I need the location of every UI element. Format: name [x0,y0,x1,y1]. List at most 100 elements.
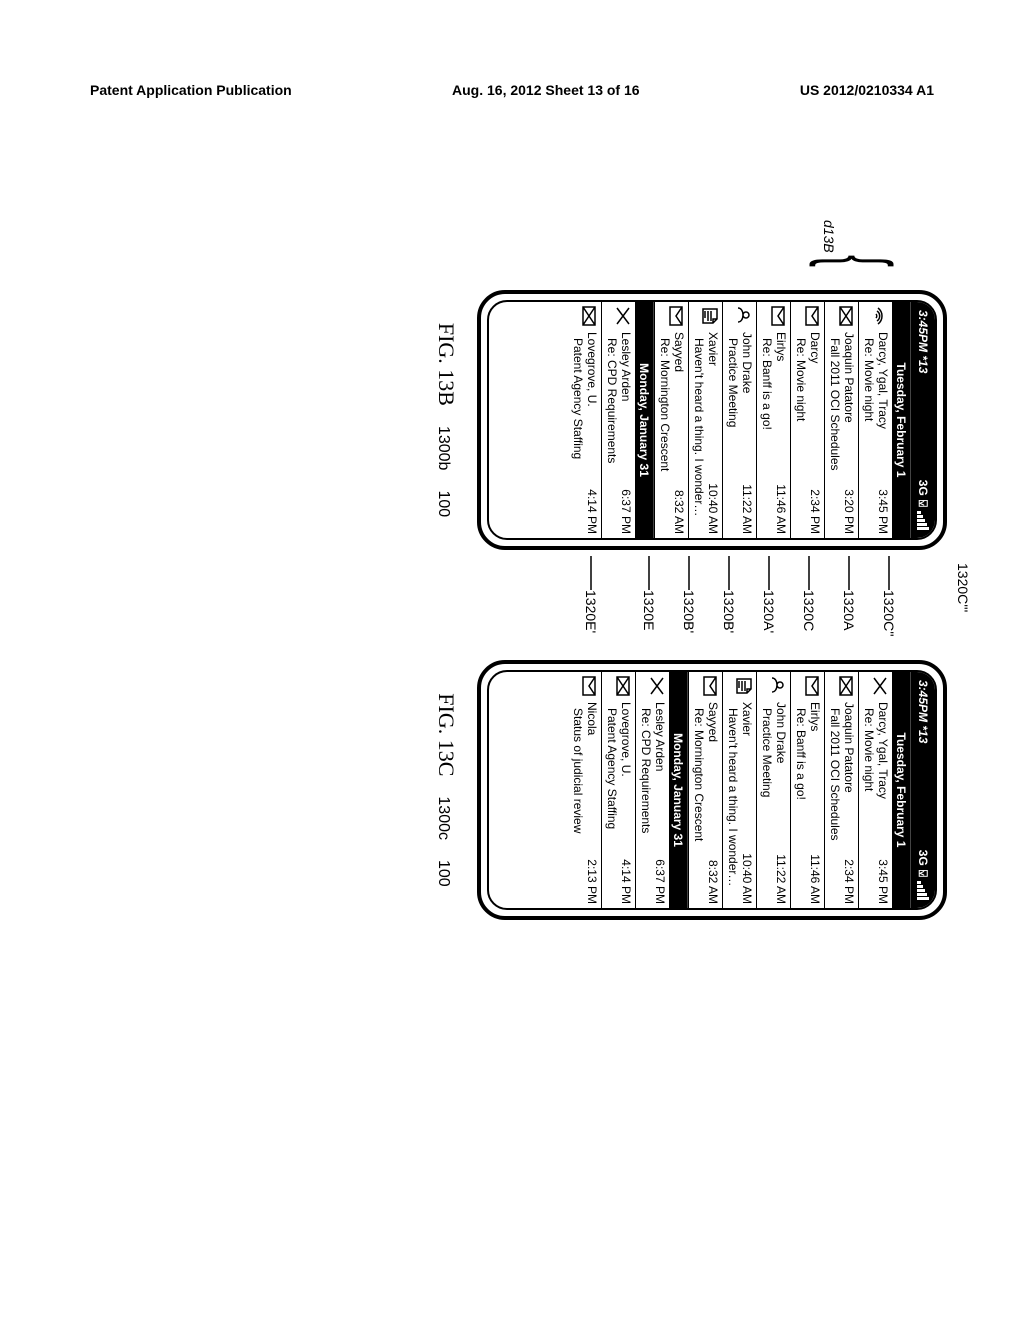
message-subject: Status of judicial review [571,702,585,904]
message-time: 6:37 PM [653,859,667,904]
message-row[interactable]: Xavier 10:40 AM Haven't heard a thing. I… [722,672,756,908]
date-header: Monday, January 31 [669,672,688,908]
doc-icon [702,306,718,326]
message-subject: Haven't heard a thing. I wonder… [692,332,706,534]
phone-13c: 3:45PM *13 3G ⍌ Tuesday, February 1 Darc… [477,660,947,920]
message-subject: Re: Movie night [794,332,808,534]
message-subject: Re: Banff is a go! [794,702,808,904]
message-subject: Fall 2011 OCI Schedules [828,702,842,904]
ref-phone: 100 [434,860,452,887]
status-net: 3G [916,480,930,496]
message-row[interactable]: Lesley Arden 6:37 PM Re: CPD Requirement… [635,672,669,908]
people-icon [736,306,752,326]
message-row[interactable]: Eirlys 11:46 AM Re: Banff is a go! [756,302,790,538]
x-icon [615,306,631,326]
message-row[interactable]: Lesley Arden 6:37 PM Re: CPD Requirement… [601,302,635,538]
message-from: Xavier [706,332,720,366]
message-row[interactable]: Joaquin Patatore 3:20 PM Fall 2011 OCI S… [824,302,858,538]
message-row[interactable]: Sayyed 8:32 AM Re: Mornington Crescent [688,672,722,908]
date-header: Monday, January 31 [635,302,654,538]
message-time: 3:20 PM [842,489,856,534]
xbox-icon [838,306,854,326]
status-bar: 3:45PM *13 3G ⍌ [911,302,935,538]
message-from: John Drake [774,702,788,763]
header-left: Patent Application Publication [90,82,292,98]
message-row[interactable]: John Drake 11:22 AM Practice Meeting [756,672,790,908]
signal-icon [917,511,929,530]
message-from: Eirlys [808,702,822,731]
message-row[interactable]: Nicola 2:13 PM Status of judicial review [569,672,601,908]
message-row[interactable]: Lovegrove, U. 4:14 PM Patent Agency Staf… [569,302,601,538]
message-row[interactable]: Joaquin Patatore 2:34 PM Fall 2011 OCI S… [824,672,858,908]
message-row[interactable]: Darcy 2:34 PM Re: Movie night [790,302,824,538]
people-icon [770,676,786,696]
message-list[interactable]: Tuesday, February 1 Darcy, Ygal, Tracy 3… [489,302,911,538]
message-time: 10:40 AM [740,853,754,904]
message-time: 4:14 PM [619,859,633,904]
message-row[interactable]: Lovegrove, U. 4:14 PM Patent Agency Staf… [601,672,635,908]
status-time: 3:45PM *13 [916,310,930,373]
message-time: 11:22 AM [774,854,788,904]
message-subject: Re: CPD Requirements [639,702,653,904]
env-icon [581,676,597,696]
date-header: Tuesday, February 1 [892,302,911,538]
status-time: 3:45PM *13 [916,680,930,743]
env-icon [770,306,786,326]
env-icon [702,676,718,696]
message-time: 8:32 AM [706,860,720,904]
message-from: Nicola [585,702,599,735]
message-row[interactable]: Sayyed 8:32 AM Re: Mornington Crescent [654,302,688,538]
message-from: Joaquin Patatore [842,702,856,793]
ref-phone: 100 [434,490,452,517]
message-list[interactable]: Tuesday, February 1 Darcy, Ygal, Tracy 3… [489,672,911,908]
message-time: 11:46 AM [774,484,788,534]
message-time: 8:32 AM [672,490,686,534]
message-subject: Practice Meeting [760,702,774,904]
header-right: US 2012/0210334 A1 [800,82,934,98]
message-row[interactable]: John Drake 11:22 AM Practice Meeting [722,302,756,538]
message-from: Sayyed [706,702,720,742]
wifi-icon [872,306,888,326]
message-time: 2:13 PM [585,859,599,904]
message-from: Lovegrove, U. [619,702,633,777]
figure-area: 1320C'''1320C''1320A1320C1320A'1320B'132… [77,158,947,1052]
message-from: Lesley Arden [619,332,633,401]
message-from: Joaquin Patatore [842,332,856,423]
figure-label: FIG. 13C [433,693,459,776]
header-center: Aug. 16, 2012 Sheet 13 of 16 [452,82,640,98]
xbox-icon [581,306,597,326]
figure-label: FIG. 13B [433,323,459,406]
message-row[interactable]: Eirlys 11:46 AM Re: Banff is a go! [790,672,824,908]
message-subject: Patent Agency Staffing [571,332,585,534]
date-header: Tuesday, February 1 [892,672,911,908]
message-subject: Re: Movie night [862,332,876,534]
ref-fig: 1300b [434,426,452,471]
env-icon [804,306,820,326]
message-subject: Re: Mornington Crescent [692,702,706,904]
status-bar: 3:45PM *13 3G ⍌ [911,672,935,908]
message-subject: Re: Mornington Crescent [658,332,672,534]
message-from: Sayyed [672,332,686,372]
message-from: Lesley Arden [653,702,667,771]
message-row[interactable]: Darcy, Ygal, Tracy 3:45 PM Re: Movie nig… [858,302,892,538]
ref-fig: 1300c [434,796,452,840]
message-subject: Patent Agency Staffing [605,702,619,904]
bluetooth-icon: ⍌ [916,500,931,507]
bluetooth-icon: ⍌ [916,870,931,877]
figure-13c: 3:45PM *13 3G ⍌ Tuesday, February 1 Darc… [77,660,947,920]
x-icon [872,676,888,696]
callout-label: 1320C'' [881,590,897,637]
message-time: 4:14 PM [585,489,599,534]
message-subject: Fall 2011 OCI Schedules [828,332,842,534]
message-subject: Practice Meeting [726,332,740,534]
message-time: 6:37 PM [619,489,633,534]
callout-label: 1320E [641,590,657,630]
message-row[interactable]: Darcy, Ygal, Tracy 3:45 PM Re: Movie nig… [858,672,892,908]
callout-label: 1320B' [681,590,697,633]
message-from: John Drake [740,332,754,393]
brace-label: d13B [821,220,837,253]
signal-icon [917,881,929,900]
message-time: 11:22 AM [740,484,754,534]
message-row[interactable]: Xavier 10:40 AM Haven't heard a thing. I… [688,302,722,538]
message-from: Darcy [808,332,822,363]
